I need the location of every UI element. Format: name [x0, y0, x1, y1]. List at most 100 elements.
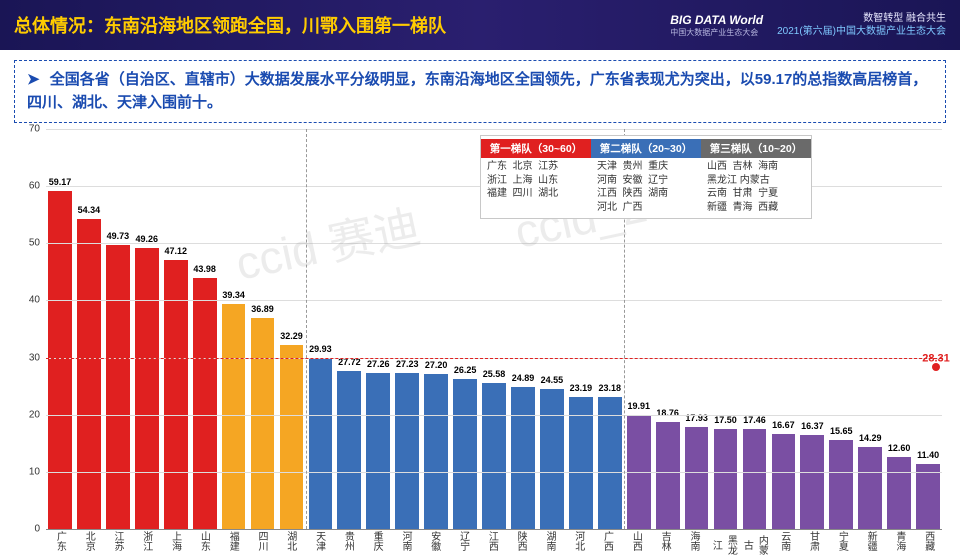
bar: 49.26	[135, 248, 159, 529]
x-label: 湖北	[276, 529, 304, 559]
description-text: 全国各省（自治区、直辖市）大数据发展水平分级明显，东南沿海地区全国领先，广东省表…	[27, 71, 927, 111]
tier-column: 第三梯队（10~20）山西 吉林 海南 黑龙江 内蒙古 云南 甘肃 宁夏 新疆 …	[701, 136, 811, 218]
x-label: 北京	[75, 529, 103, 559]
bar-value-label: 15.65	[830, 426, 853, 436]
y-tick: 50	[29, 238, 40, 249]
bar: 27.23	[395, 373, 419, 529]
bar-slot: 54.34	[75, 129, 103, 529]
bar-value-label: 12.60	[888, 443, 911, 453]
logo-block: BIG DATA World 中国大数据产业生态大会	[670, 13, 763, 38]
x-label: 宁夏	[828, 529, 856, 559]
bar-value-label: 43.98	[193, 264, 216, 274]
bar-value-label: 16.37	[801, 421, 824, 431]
bar: 43.98	[193, 278, 217, 529]
chart-area: 010203040506070 59.1754.3449.7349.2647.1…	[14, 129, 946, 559]
x-label: 湖南	[536, 529, 564, 559]
x-label: 海南	[680, 529, 708, 559]
bar-value-label: 24.55	[541, 375, 564, 385]
bar-slot: 11.40	[914, 129, 942, 529]
page-title: 总体情况：东南沿海地区领跑全国，川鄂入围第一梯队	[14, 12, 446, 38]
bar: 49.73	[106, 245, 130, 529]
bar-value-label: 18.76	[656, 408, 679, 418]
tier-body: 天津 贵州 重庆 河南 安徽 辽宁 江西 陕西 湖南 河北 广西	[591, 160, 701, 214]
x-label: 新疆	[857, 529, 885, 559]
y-tick: 20	[29, 409, 40, 420]
bar-value-label: 49.73	[107, 231, 130, 241]
bar: 26.25	[453, 379, 477, 529]
bar-value-label: 54.34	[78, 205, 101, 215]
bar-value-label: 27.23	[396, 359, 419, 369]
bar-value-label: 49.26	[136, 234, 159, 244]
x-label: 陕西	[507, 529, 535, 559]
bar-slot: 14.29	[856, 129, 884, 529]
x-label: 山西	[622, 529, 650, 559]
header-bar: 总体情况：东南沿海地区领跑全国，川鄂入围第一梯队 BIG DATA World …	[0, 0, 960, 50]
x-label: 云南	[770, 529, 798, 559]
x-label: 江西	[478, 529, 506, 559]
bar: 12.60	[887, 457, 911, 529]
y-tick: 70	[29, 124, 40, 135]
tier-legend: 第一梯队（30~60）广东 北京 江苏 浙江 上海 山东 福建 四川 湖北第二梯…	[480, 135, 812, 219]
bar-slot: 27.23	[393, 129, 421, 529]
tier-body: 山西 吉林 海南 黑龙江 内蒙古 云南 甘肃 宁夏 新疆 青海 西藏	[701, 160, 811, 214]
bar: 27.20	[424, 374, 448, 529]
bar-slot: 27.20	[422, 129, 450, 529]
bar-value-label: 17.46	[743, 415, 766, 425]
x-label: 内蒙古	[739, 529, 769, 559]
bar-slot: 12.60	[885, 129, 913, 529]
bar-value-label: 19.91	[627, 401, 650, 411]
bar: 36.89	[251, 318, 275, 529]
bar-slot: 36.89	[249, 129, 277, 529]
bar: 25.58	[482, 383, 506, 529]
bar-value-label: 24.89	[512, 373, 535, 383]
bar: 17.93	[685, 427, 709, 529]
y-tick: 30	[29, 352, 40, 363]
bar: 17.46	[743, 429, 767, 529]
x-label: 天津	[305, 529, 333, 559]
bar: 17.50	[714, 429, 738, 529]
x-label: 广西	[593, 529, 621, 559]
tier-column: 第一梯队（30~60）广东 北京 江苏 浙江 上海 山东 福建 四川 湖北	[481, 136, 591, 218]
x-label: 山东	[190, 529, 218, 559]
bar-slot: 59.17	[46, 129, 74, 529]
bar-slot: 29.93	[306, 129, 334, 529]
bar-slot: 15.65	[827, 129, 855, 529]
conference-name: 2021(第六届)中国大数据产业生态大会	[777, 25, 946, 38]
bar: 59.17	[48, 191, 72, 529]
x-label: 江苏	[104, 529, 132, 559]
bar: 16.67	[772, 434, 796, 529]
x-label: 辽宁	[449, 529, 477, 559]
bar-value-label: 23.19	[570, 383, 593, 393]
bar-value-label: 25.58	[483, 369, 506, 379]
bar: 27.72	[337, 371, 361, 529]
x-label: 四川	[248, 529, 276, 559]
tier-body: 广东 北京 江苏 浙江 上海 山东 福建 四川 湖北	[481, 160, 591, 201]
tier-head: 第二梯队（20~30）	[591, 139, 701, 158]
bar-slot: 26.25	[451, 129, 479, 529]
bar: 27.26	[366, 373, 390, 529]
bar-value-label: 29.93	[309, 344, 332, 354]
bar: 29.93	[309, 358, 333, 529]
x-label: 黑龙江	[708, 529, 738, 559]
bar-value-label: 27.20	[425, 360, 448, 370]
bar-slot: 47.12	[162, 129, 190, 529]
bar: 15.65	[829, 440, 853, 529]
description-box: 全国各省（自治区、直辖市）大数据发展水平分级明显，东南沿海地区全国领先，广东省表…	[14, 60, 946, 123]
x-label: 贵州	[334, 529, 362, 559]
header-right: 数智转型 融合共生 2021(第六届)中国大数据产业生态大会	[777, 12, 946, 38]
x-label: 甘肃	[799, 529, 827, 559]
bar-value-label: 16.67	[772, 420, 795, 430]
bar: 18.76	[656, 422, 680, 529]
slogan: 数智转型 融合共生	[777, 12, 946, 25]
logo-main: BIG DATA World	[670, 13, 763, 27]
bar-value-label: 32.29	[280, 331, 303, 341]
bar-value-label: 11.40	[917, 450, 939, 460]
bar: 54.34	[77, 219, 101, 530]
bar-value-label: 17.50	[714, 415, 737, 425]
bar-slot: 27.26	[364, 129, 392, 529]
x-label: 重庆	[363, 529, 391, 559]
bar: 23.19	[569, 397, 593, 530]
bar-value-label: 36.89	[251, 304, 274, 314]
x-label: 广东	[46, 529, 74, 559]
average-label: 28.31	[922, 353, 950, 365]
